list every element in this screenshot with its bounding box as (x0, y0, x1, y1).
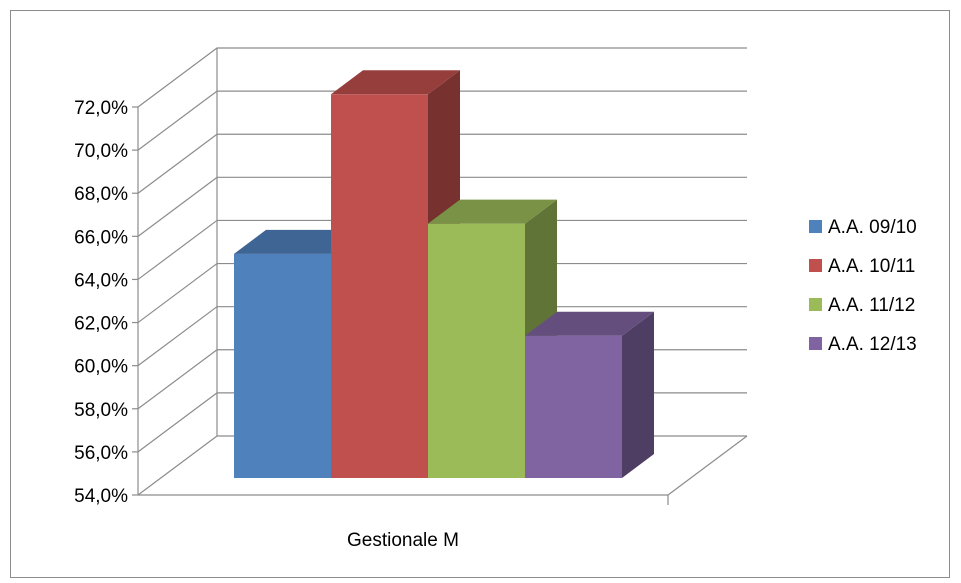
y-axis-tick-labels: 54,0% 56,0% 58,0% 60,0% 62,0% 64,0% 66,0% 68,0%… (74, 98, 128, 507)
legend-label: A.A. 10/11 (828, 256, 915, 277)
x-category-label: Gestionale M (347, 530, 459, 551)
bar-front-face (428, 223, 525, 478)
y-tick-label: 66,0% (74, 227, 128, 248)
y-tick-label: 64,0% (74, 270, 128, 291)
bars (234, 70, 654, 479)
gridline (137, 90, 747, 151)
legend-label: A.A. 11/12 (828, 295, 915, 316)
legend-swatch (809, 298, 822, 311)
gridline (137, 262, 747, 324)
bar-side-face (622, 311, 654, 478)
gridline (137, 219, 747, 280)
legend-swatch (809, 220, 822, 233)
gridline (137, 133, 747, 194)
y-tick-label: 72,0% (74, 98, 128, 119)
legend-label: A.A. 09/10 (828, 217, 917, 238)
chart-walls (137, 48, 748, 505)
chart-frame (10, 10, 950, 578)
y-tick-label: 54,0% (74, 486, 128, 507)
y-tick-label: 56,0% (74, 443, 128, 464)
bar-top-face (331, 70, 460, 95)
y-tick-label: 58,0% (74, 400, 128, 421)
x-axis-category-labels: Gestionale M (347, 530, 459, 551)
legend-swatch (809, 337, 822, 350)
bar-4 (525, 311, 654, 478)
y-tick-label: 60,0% (74, 357, 128, 378)
y-tick-label: 62,0% (74, 314, 128, 335)
legend: A.A. 09/10 A.A. 10/11 A.A. 11/12 A.A. 12/13 (809, 217, 917, 355)
bar-front-face (331, 94, 428, 479)
bar-front-face (234, 253, 331, 478)
y-tick-label: 68,0% (74, 184, 128, 205)
gridline (137, 306, 747, 367)
bar-front-face (525, 335, 622, 478)
bar-top-face (525, 311, 654, 336)
y-tick-label: 70,0% (74, 141, 128, 162)
gridline (137, 176, 747, 237)
bar-top-face (234, 229, 363, 254)
bar-top-face (428, 199, 557, 224)
legend-swatch (809, 259, 822, 272)
gridline (137, 47, 747, 108)
legend-label: A.A. 12/13 (828, 334, 917, 355)
